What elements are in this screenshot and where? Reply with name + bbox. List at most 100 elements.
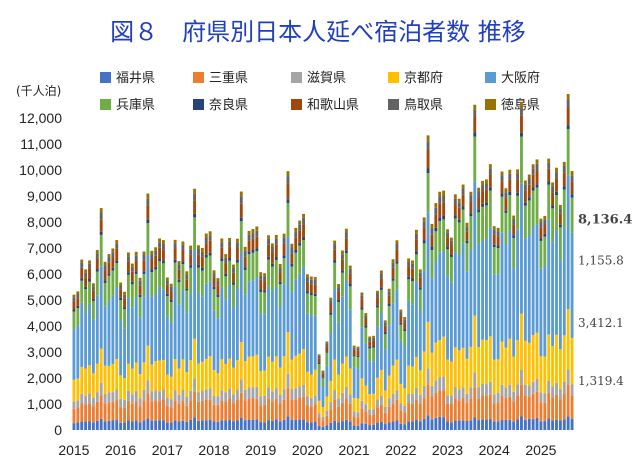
- bar-segment: [465, 402, 469, 421]
- bar-stack: [376, 290, 379, 430]
- bar-segment: [193, 193, 197, 201]
- bar-segment: [481, 203, 484, 207]
- bar-segment: [516, 419, 520, 430]
- bar-segment: [88, 393, 91, 404]
- bar-segment: [95, 363, 99, 393]
- bar-stack: [91, 283, 95, 430]
- bar-segment: [364, 313, 368, 316]
- bar-segment: [434, 342, 438, 381]
- bar-segment: [383, 424, 387, 430]
- bar-segment: [146, 193, 150, 199]
- bar-segment: [173, 359, 177, 391]
- bar-segment: [224, 364, 228, 393]
- bar-segment: [387, 288, 391, 292]
- bar-segment: [399, 324, 403, 341]
- bar-segment: [492, 226, 496, 230]
- bar-segment: [364, 343, 368, 386]
- bar-segment: [212, 286, 216, 290]
- bar-segment: [535, 169, 539, 185]
- bar-segment: [107, 365, 111, 393]
- bar-segment: [95, 295, 99, 364]
- bar-segment: [570, 194, 574, 198]
- bar-stack: [523, 180, 527, 430]
- bar-segment: [107, 392, 111, 403]
- bar-segment: [173, 286, 177, 360]
- bar-segment: [313, 315, 317, 370]
- bar-segment: [255, 251, 259, 278]
- bar-segment: [387, 306, 391, 326]
- bar-segment: [488, 168, 492, 175]
- bar-segment: [138, 285, 142, 295]
- bar-segment: [446, 237, 449, 248]
- bar-segment: [379, 287, 383, 290]
- bar-segment: [422, 270, 426, 352]
- bar-segment: [508, 195, 512, 231]
- bar-segment: [403, 319, 407, 323]
- bar-segment: [352, 347, 356, 350]
- bar-stack: [286, 171, 290, 430]
- bar-segment: [337, 302, 341, 323]
- bar-segment: [531, 187, 535, 191]
- bar-segment: [220, 238, 224, 243]
- bar-segment: [235, 399, 239, 421]
- bar-segment: [500, 384, 504, 396]
- bar-segment: [224, 392, 228, 402]
- bar-segment: [461, 184, 465, 189]
- bar-segment: [500, 395, 504, 420]
- bar-segment: [376, 293, 379, 298]
- bar-segment: [294, 355, 298, 389]
- bar-segment: [309, 397, 313, 407]
- bar-stack: [185, 271, 189, 430]
- bar-segment: [418, 277, 422, 288]
- bar-segment: [539, 268, 543, 357]
- bar-segment: [103, 393, 107, 404]
- bar-segment: [407, 279, 411, 301]
- bar-stack: [99, 208, 103, 430]
- y-axis: 0 1,000 2,000 3,000 4,000 5,000 6,000 7,000 8,00…: [19, 110, 62, 438]
- bar-segment: [570, 384, 574, 396]
- bar-segment: [430, 228, 434, 235]
- bar-segment: [115, 243, 119, 249]
- bar-segment: [337, 406, 341, 423]
- bar-segment: [333, 390, 337, 400]
- bar-segment: [208, 388, 212, 400]
- bar-segment: [72, 379, 76, 402]
- bar-segment: [426, 384, 430, 416]
- legend-item: 鳥取県: [388, 98, 443, 113]
- bar-segment: [80, 302, 84, 368]
- legend-item: 滋賀県: [291, 71, 346, 86]
- bar-segment: [270, 401, 274, 421]
- bar-segment: [134, 251, 138, 256]
- bar-segment: [197, 254, 200, 265]
- bar-segment: [500, 196, 504, 233]
- bar-stack: [317, 354, 321, 430]
- bar-segment: [372, 347, 376, 362]
- bar-segment: [566, 99, 570, 108]
- bar-segment: [508, 420, 512, 430]
- bar-segment: [407, 276, 411, 280]
- legend-swatch: [485, 72, 496, 83]
- bar-segment: [329, 422, 333, 430]
- bar-segment: [270, 361, 274, 392]
- bar-segment: [341, 254, 344, 260]
- bar-segment: [134, 391, 138, 402]
- bar-segment: [88, 421, 91, 430]
- bar-segment: [485, 179, 488, 184]
- bar-segment: [317, 355, 321, 359]
- bar-segment: [481, 383, 484, 396]
- bar-segment: [535, 224, 539, 333]
- bar-segment: [204, 237, 208, 244]
- bar-segment: [123, 294, 126, 299]
- bar-segment: [165, 422, 169, 430]
- bar-segment: [239, 221, 243, 253]
- bar-segment: [551, 186, 555, 193]
- bar-segment: [228, 241, 232, 247]
- bar-segment: [181, 420, 185, 430]
- bar-segment: [523, 395, 527, 420]
- bar-segment: [189, 400, 193, 420]
- bar-segment: [520, 132, 523, 137]
- bar-segment: [418, 310, 422, 371]
- bar-segment: [239, 191, 243, 197]
- bar-segment: [197, 245, 200, 249]
